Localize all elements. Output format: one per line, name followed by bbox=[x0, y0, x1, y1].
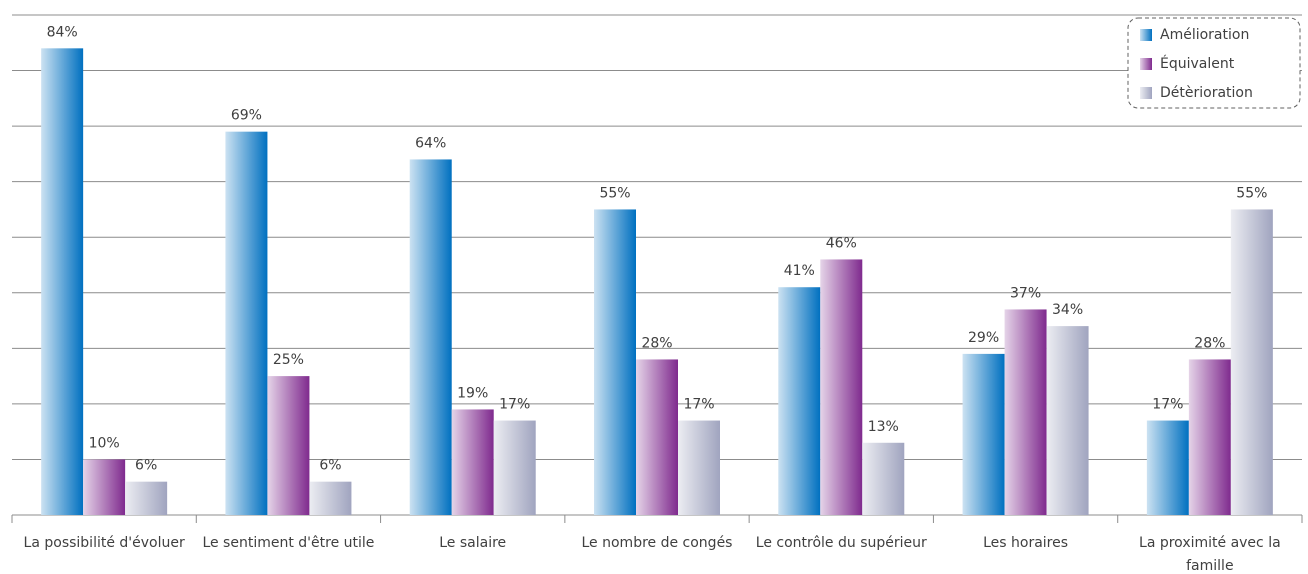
legend-label: Amélioration bbox=[1160, 27, 1249, 43]
bar bbox=[636, 359, 678, 515]
x-tick-label: Le sentiment d'être utile bbox=[202, 535, 375, 551]
x-tick-label: La possibilité d'évoluer bbox=[23, 535, 185, 551]
data-label: 41% bbox=[784, 263, 815, 279]
data-label: 69% bbox=[231, 108, 262, 124]
data-label: 13% bbox=[868, 419, 899, 435]
legend-swatch bbox=[1140, 29, 1152, 41]
bar bbox=[1046, 326, 1089, 515]
bar bbox=[678, 420, 720, 515]
bar bbox=[778, 287, 821, 515]
bar bbox=[125, 481, 168, 515]
bar bbox=[451, 409, 494, 515]
bar bbox=[594, 209, 636, 515]
data-label: 17% bbox=[1152, 397, 1183, 413]
bar bbox=[225, 131, 268, 515]
legend-swatch bbox=[1140, 58, 1152, 70]
data-label: 6% bbox=[319, 458, 341, 474]
bar bbox=[1188, 359, 1231, 515]
bar bbox=[493, 420, 536, 515]
x-tick-label: Le nombre de congés bbox=[581, 535, 733, 551]
data-label: 28% bbox=[641, 335, 672, 351]
bar bbox=[309, 481, 352, 515]
data-label: 6% bbox=[135, 458, 157, 474]
data-label: 28% bbox=[1194, 335, 1225, 351]
data-label: 55% bbox=[1236, 185, 1267, 201]
bar bbox=[41, 48, 84, 515]
bar bbox=[1146, 420, 1189, 515]
bar bbox=[267, 376, 310, 515]
legend-label: Équivalent bbox=[1160, 55, 1235, 72]
bar bbox=[83, 459, 126, 515]
data-label: 46% bbox=[826, 235, 857, 251]
x-tick-label: Le salaire bbox=[439, 535, 507, 551]
legend-box bbox=[1127, 17, 1301, 109]
legend-swatch bbox=[1140, 87, 1152, 99]
bar bbox=[1230, 209, 1273, 515]
bar bbox=[1004, 309, 1047, 515]
data-label: 10% bbox=[89, 435, 120, 451]
data-label: 84% bbox=[47, 24, 78, 40]
data-label: 17% bbox=[683, 397, 714, 413]
data-label: 25% bbox=[273, 352, 304, 368]
x-tick-label: La proximité avec la famille bbox=[1139, 535, 1281, 574]
data-label: 34% bbox=[1052, 302, 1083, 318]
data-label: 55% bbox=[599, 185, 630, 201]
data-label: 17% bbox=[499, 397, 530, 413]
x-tick-label: Le contrôle du supérieur bbox=[755, 535, 927, 551]
legend-label: Détèrioration bbox=[1160, 85, 1253, 101]
bar bbox=[862, 442, 905, 515]
bar bbox=[409, 159, 452, 515]
bar bbox=[962, 353, 1005, 515]
bar bbox=[820, 259, 863, 515]
data-label: 29% bbox=[968, 330, 999, 346]
x-tick-label: Les horaires bbox=[983, 535, 1069, 551]
data-label: 19% bbox=[457, 385, 488, 401]
data-label: 64% bbox=[415, 135, 446, 151]
data-label: 37% bbox=[1010, 285, 1041, 301]
